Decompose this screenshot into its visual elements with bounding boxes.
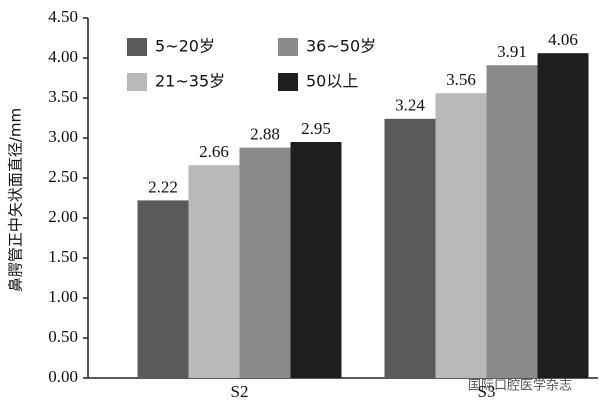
- y-tick-label: 4.00: [48, 47, 78, 66]
- value-label: 3.24: [395, 96, 425, 115]
- value-label: 3.91: [497, 42, 527, 61]
- x-tick-label: S2: [231, 382, 249, 400]
- legend-swatch: [127, 73, 147, 91]
- legend-label: 21~35岁: [155, 72, 225, 91]
- legend-swatch: [278, 38, 298, 56]
- y-tick-label: 1.00: [48, 287, 78, 306]
- y-tick-label: 0.50: [48, 327, 78, 346]
- y-tick-label: 3.50: [48, 87, 78, 106]
- legend-swatch: [278, 73, 298, 91]
- legend-label: 50以上: [306, 72, 358, 91]
- value-label: 2.66: [199, 142, 229, 161]
- y-tick-label: 0.00: [48, 367, 78, 386]
- bar: [188, 165, 240, 378]
- watermark: 国际口腔医学杂志: [468, 378, 572, 394]
- bar: [384, 118, 436, 379]
- legend-label: 36~50岁: [306, 37, 376, 56]
- bar: [137, 200, 189, 378]
- bar: [537, 53, 589, 378]
- bar: [290, 142, 342, 378]
- y-tick-label: 2.50: [48, 167, 78, 186]
- bar: [486, 65, 538, 378]
- legend-label: 5~20岁: [155, 37, 215, 56]
- value-label: 3.56: [446, 70, 476, 89]
- y-tick-label: 1.50: [48, 247, 78, 266]
- y-tick-label: 3.00: [48, 127, 78, 146]
- y-tick-label: 4.50: [48, 7, 78, 26]
- y-tick-label: 2.00: [48, 207, 78, 226]
- legend-swatch: [127, 38, 147, 56]
- y-axis-title: 鼻腭管正中矢状面直径/mm: [7, 108, 25, 292]
- bar: [239, 147, 291, 378]
- x-tick-label: S3: [478, 382, 496, 400]
- value-label: 4.06: [548, 30, 578, 49]
- value-label: 2.95: [301, 119, 331, 138]
- bar: [435, 93, 487, 378]
- value-label: 2.88: [250, 125, 280, 144]
- value-label: 2.22: [148, 177, 178, 196]
